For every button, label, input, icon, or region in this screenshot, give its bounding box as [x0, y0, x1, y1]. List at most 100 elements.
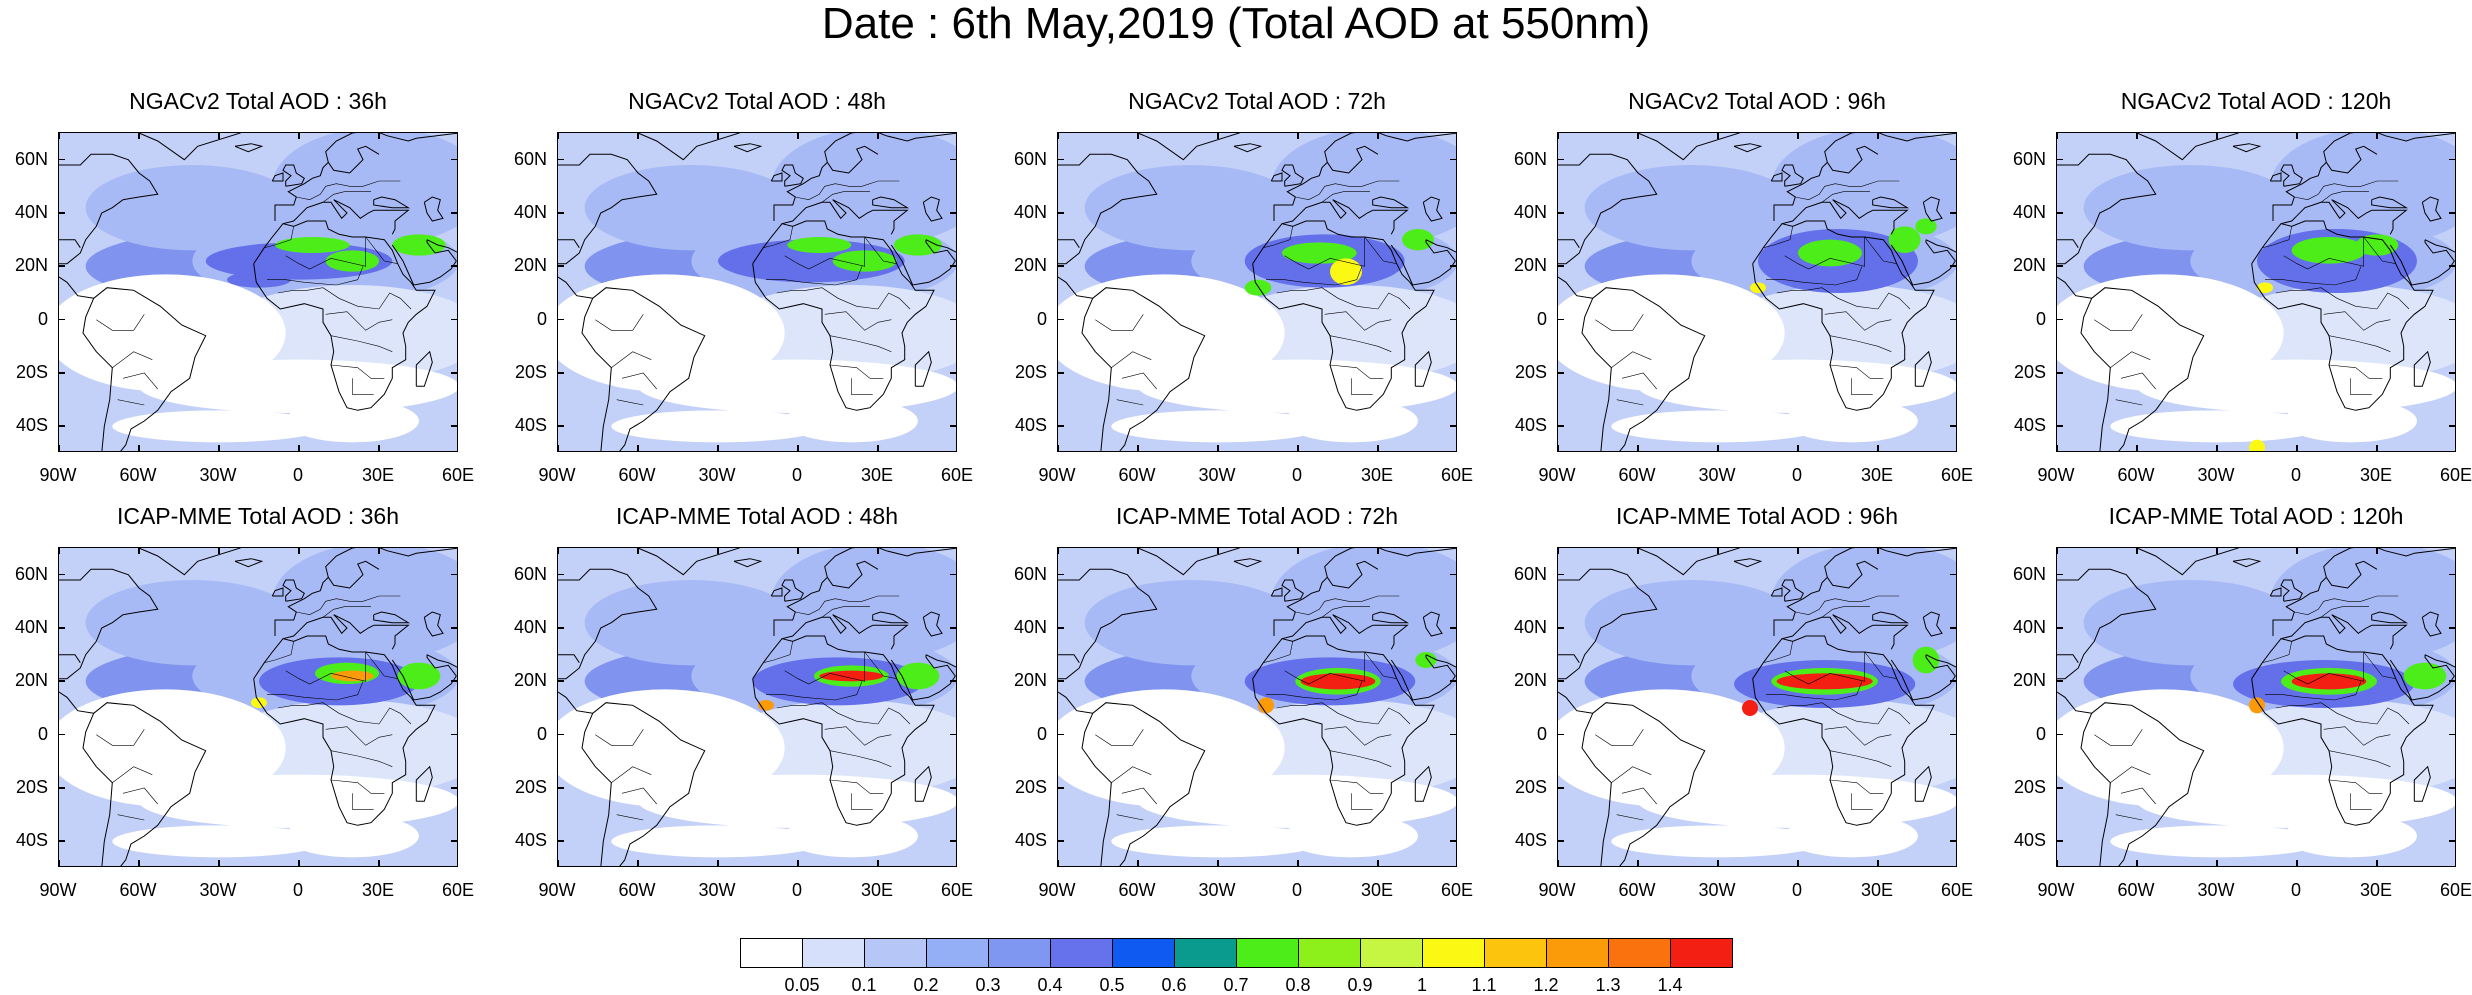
coastline — [2232, 143, 2262, 153]
country-border — [122, 787, 158, 805]
lon-tick-label: 30W — [698, 465, 736, 485]
coastline — [826, 145, 879, 174]
coastline — [581, 702, 706, 866]
lon-tick — [2376, 547, 2378, 554]
country-border — [1295, 595, 1400, 616]
aod-contour-medium — [2270, 548, 2455, 660]
coastline — [1422, 611, 1443, 637]
country-border — [2294, 595, 2399, 616]
lon-tick — [797, 860, 799, 867]
country-border — [2262, 641, 2292, 663]
country-border — [2323, 311, 2391, 331]
colorbar-swatch — [1546, 938, 1609, 968]
coastline — [1425, 239, 1456, 253]
lat-tick-label: 20S — [514, 777, 547, 797]
coastline — [781, 579, 804, 602]
lat-tick — [950, 158, 957, 161]
country-border — [1121, 372, 1157, 390]
lat-tick — [2056, 787, 2063, 789]
aod-map — [58, 547, 458, 867]
coastline — [1872, 196, 1910, 209]
coastline — [253, 635, 436, 826]
country-border — [2120, 787, 2156, 805]
lat-tick — [2056, 265, 2063, 267]
lon-tick — [1557, 547, 1559, 554]
lat-tick-label: 40S — [1014, 830, 1047, 851]
lon-tick-label: 60W — [618, 880, 656, 900]
coastline — [872, 196, 910, 209]
colorbar-label: 0.2 — [913, 975, 939, 995]
coastline — [1372, 209, 1409, 235]
coastline — [2280, 199, 2372, 225]
colorbar-swatch — [1360, 938, 1423, 968]
coastline — [1058, 568, 1158, 680]
coastline — [558, 276, 593, 299]
lon-tick — [1637, 445, 1639, 452]
aod-contour-medium — [1271, 133, 1456, 245]
lat-tick — [1950, 680, 1957, 682]
aod-contour-green — [325, 250, 380, 272]
aod-contour-light — [718, 285, 956, 381]
aod-contour-green — [896, 662, 940, 690]
panel-title: ICAP-MME Total AOD : 36h — [116, 503, 400, 529]
aod-contour-white — [2283, 814, 2417, 858]
coastline — [59, 568, 159, 680]
lon-tick — [1137, 132, 1139, 139]
lon-tick — [2056, 445, 2058, 452]
coastline — [1781, 199, 1873, 225]
lon-tick — [2296, 132, 2298, 139]
country-border — [2275, 702, 2378, 725]
lat-tick — [2449, 787, 2456, 789]
aod-contour-green — [392, 234, 446, 256]
country-border — [2115, 399, 2143, 406]
lon-tick-label: 90W — [39, 465, 77, 485]
coastline — [2421, 611, 2442, 637]
lon-tick-label: 30E — [1860, 465, 1894, 485]
aod-contour-medium — [771, 548, 956, 660]
lon-tick — [1377, 445, 1379, 452]
lon-tick — [138, 547, 140, 554]
aod-contour-light — [2217, 700, 2455, 796]
lon-tick — [2376, 445, 2378, 452]
aod-contour-medium — [85, 580, 300, 666]
coastline — [2269, 587, 2282, 597]
country-border — [2376, 292, 2410, 310]
lat-tick-label: 40N — [14, 202, 48, 222]
country-border — [122, 372, 158, 390]
aod-contour-medium — [1084, 165, 1298, 251]
country-border — [1351, 793, 1373, 810]
aod-contour-deep — [227, 271, 291, 288]
lon-tick — [2454, 547, 2456, 554]
coastline — [1281, 579, 1304, 602]
lat-tick-label: 0 — [2035, 723, 2046, 744]
aod-contour-white — [638, 359, 956, 413]
lat-tick — [451, 733, 458, 736]
aod-contour-medium — [2083, 580, 2297, 666]
page-title: Date : 6th May,2019 (Total AOD at 550nm) — [821, 0, 1651, 48]
lat-tick — [2449, 158, 2456, 161]
lat-tick — [557, 680, 564, 682]
coastline — [1273, 548, 1456, 636]
map-panel: ICAP-MME Total AOD : 120h 60N 40N 20N 0 20S 40… — [2013, 503, 2472, 899]
lat-tick-label: 40N — [2012, 202, 2046, 222]
lon-tick — [2296, 445, 2298, 452]
aod-contour-medium — [2270, 133, 2455, 245]
lat-tick — [58, 840, 65, 842]
aod-contour-white — [2057, 274, 2284, 392]
coastline — [914, 765, 932, 802]
country-border — [2262, 226, 2292, 248]
coastline — [733, 143, 763, 153]
country-border — [1877, 292, 1911, 310]
lon-tick — [717, 445, 719, 452]
lat-tick — [1057, 733, 1064, 736]
lat-tick-label: 60N — [14, 563, 48, 584]
lon-tick — [2216, 860, 2218, 867]
country-border — [330, 364, 385, 379]
coastline — [1914, 350, 1932, 387]
lat-tick-label: 20S — [2013, 777, 2046, 797]
lon-tick — [2056, 860, 2058, 867]
country-border — [1621, 787, 1657, 805]
aod-field-svg — [2057, 548, 2455, 866]
lon-tick-label: 90W — [538, 465, 576, 485]
lon-tick-label: 30E — [1360, 465, 1394, 485]
